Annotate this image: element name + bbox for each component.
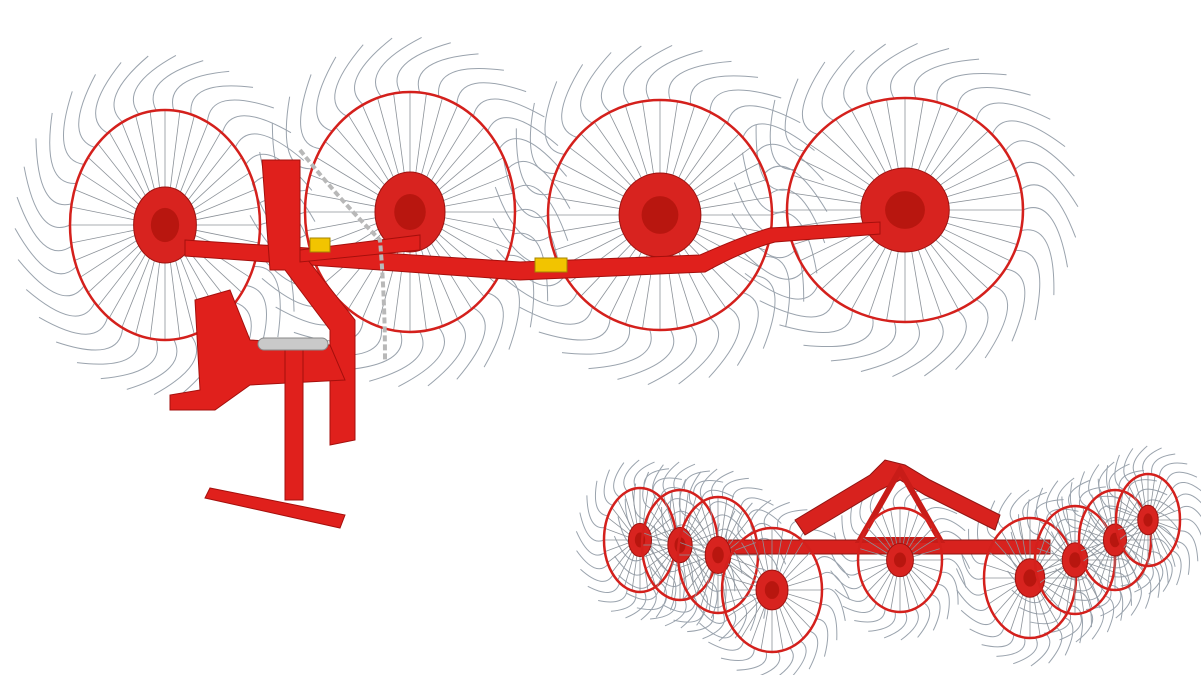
pin — [258, 338, 328, 350]
rake-wheel — [604, 488, 676, 592]
hub-center — [1069, 552, 1081, 568]
hub-center — [1023, 569, 1036, 586]
rake-wheel — [984, 518, 1076, 638]
hub-center — [765, 581, 779, 599]
hub-center — [151, 208, 179, 242]
rake-wheel — [858, 508, 942, 612]
hub-center — [1143, 513, 1152, 526]
rake-wheel — [1035, 506, 1115, 614]
hub-center — [394, 194, 426, 230]
hub-center — [712, 547, 724, 564]
warning-label — [310, 238, 330, 252]
rake-wheel — [1116, 474, 1180, 566]
rake-wheel — [722, 528, 822, 652]
rake-wheel — [678, 497, 758, 613]
stand-leg — [285, 345, 303, 500]
rake-wheel — [787, 98, 1023, 322]
page: (() => { const NS = 'http://www.w3.org/2… — [0, 0, 1201, 675]
rake-wheel — [548, 100, 772, 330]
hub-center — [894, 553, 906, 568]
warning-label — [535, 258, 567, 272]
rake-photo — [0, 0, 1201, 675]
hub-center — [642, 196, 679, 234]
hub-center — [885, 191, 925, 229]
